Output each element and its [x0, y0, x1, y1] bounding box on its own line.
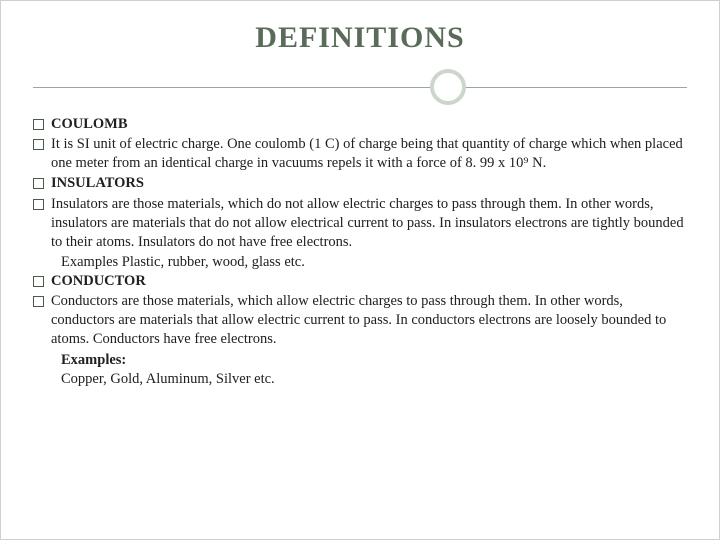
content-area: COULOMB It is SI unit of electric charge… [33, 115, 687, 389]
definition-text: It is SI unit of electric charge. One co… [51, 135, 687, 173]
divider-line [33, 87, 687, 88]
list-item: Insulators are those materials, which do… [33, 195, 687, 252]
slide: DEFINITIONS COULOMB It is SI unit of ele… [0, 0, 720, 540]
checkbox-icon [33, 276, 44, 287]
list-item: It is SI unit of electric charge. One co… [33, 135, 687, 173]
slide-title: DEFINITIONS [33, 21, 687, 55]
definition-text: Conductors are those materials, which al… [51, 292, 687, 349]
list-item: INSULATORS [33, 174, 687, 193]
list-item: Conductors are those materials, which al… [33, 292, 687, 349]
checkbox-icon [33, 296, 44, 307]
checkbox-icon [33, 199, 44, 210]
term-label: INSULATORS [51, 174, 687, 193]
divider-circle-icon [430, 69, 466, 105]
examples-line: Examples Plastic, rubber, wood, glass et… [61, 253, 687, 272]
checkbox-icon [33, 119, 44, 130]
definition-text: Insulators are those materials, which do… [51, 195, 687, 252]
term-label: CONDUCTOR [51, 272, 687, 291]
checkbox-icon [33, 178, 44, 189]
title-divider [33, 69, 687, 107]
checkbox-icon [33, 139, 44, 150]
examples-label: Examples: [61, 351, 687, 370]
examples-list: Copper, Gold, Aluminum, Silver etc. [61, 370, 687, 389]
list-item: CONDUCTOR [33, 272, 687, 291]
list-item: COULOMB [33, 115, 687, 134]
term-label: COULOMB [51, 115, 687, 134]
